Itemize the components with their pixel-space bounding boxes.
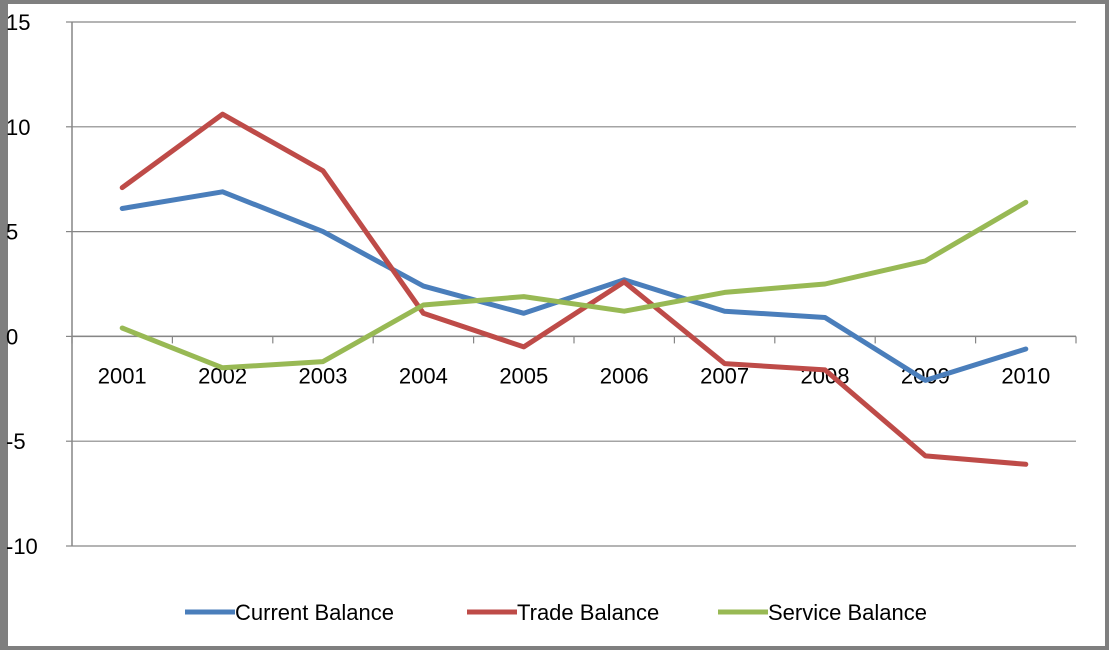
series-line-trade-balance — [119, 111, 1029, 467]
x-tick-label: 2004 — [399, 363, 448, 388]
x-tick-label: 2010 — [1001, 363, 1050, 388]
legend-label-trade-balance: Trade Balance — [517, 600, 659, 625]
y-tick-labels: 15 10 5 0 -5 -10 — [6, 10, 72, 559]
x-tick-label: 2006 — [600, 363, 649, 388]
legend-label-current-balance: Current Balance — [235, 600, 394, 625]
legend-label-service-balance: Service Balance — [768, 600, 927, 625]
series-line-current-balance — [119, 189, 1029, 383]
y-tick-label: 0 — [6, 324, 18, 349]
y-tick-label: 15 — [6, 10, 30, 35]
series-lines — [119, 111, 1029, 467]
legend: Current Balance Trade Balance Service Bala… — [185, 600, 927, 625]
series-line-service-balance — [119, 199, 1029, 371]
x-tick-label: 2003 — [299, 363, 348, 388]
y-tick-label: 10 — [6, 115, 30, 140]
gridlines — [72, 21, 1076, 547]
y-tick-label: 5 — [6, 220, 18, 245]
x-tick-label: 2007 — [700, 363, 749, 388]
x-tick-label: 2001 — [98, 363, 147, 388]
y-tick-label: -10 — [6, 534, 38, 559]
y-tick-label: -5 — [6, 429, 26, 454]
axes — [71, 22, 1076, 546]
x-tick-label: 2005 — [499, 363, 548, 388]
